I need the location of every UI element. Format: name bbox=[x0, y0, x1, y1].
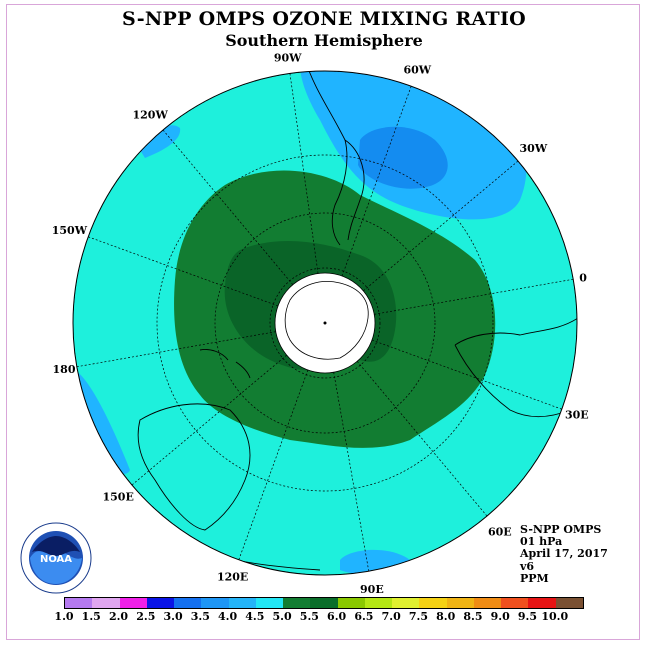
colorbar-segment bbox=[474, 598, 501, 608]
colorbar-tick-label: 10.0 bbox=[541, 610, 568, 623]
colorbar-tick-label: 8.0 bbox=[436, 610, 455, 623]
colorbar-segment bbox=[365, 598, 392, 608]
longitude-label: 120E bbox=[217, 571, 248, 584]
longitude-label: 60E bbox=[488, 525, 512, 538]
colorbar-ticks: 1.0 1.5 2.0 2.5 3.0 3.5 4.0 4.5 5.0 5.5 6.0 6.5 7.0 7… bbox=[0, 610, 648, 624]
colorbar-segment bbox=[501, 598, 528, 608]
colorbar-segment bbox=[120, 598, 147, 608]
colorbar-tick-label: 9.0 bbox=[491, 610, 510, 623]
colorbar-segment bbox=[310, 598, 337, 608]
colorbar-tick-label: 7.5 bbox=[409, 610, 428, 623]
colorbar-segment bbox=[283, 598, 310, 608]
info-units: PPM bbox=[520, 573, 608, 585]
noaa-logo: NOAA bbox=[20, 522, 92, 594]
colorbar-tick-label: 7.0 bbox=[382, 610, 401, 623]
colorbar-segment bbox=[256, 598, 283, 608]
colorbar-segment bbox=[338, 598, 365, 608]
longitude-label: 30E bbox=[565, 409, 589, 422]
longitude-label: 90E bbox=[360, 583, 384, 596]
longitude-label: 90W bbox=[274, 52, 302, 65]
colorbar-segment bbox=[147, 598, 174, 608]
colorbar-tick-label: 3.5 bbox=[191, 610, 210, 623]
colorbar-tick-label: 3.0 bbox=[163, 610, 182, 623]
colorbar-tick-label: 5.5 bbox=[300, 610, 319, 623]
colorbar-tick-label: 8.5 bbox=[463, 610, 482, 623]
colorbar-tick-label: 6.5 bbox=[354, 610, 373, 623]
colorbar-segment bbox=[174, 598, 201, 608]
colorbar-segment bbox=[392, 598, 419, 608]
colorbar bbox=[64, 597, 584, 609]
map-disc bbox=[73, 60, 578, 575]
colorbar-tick-label: 6.0 bbox=[327, 610, 346, 623]
colorbar-segment bbox=[65, 598, 92, 608]
info-block: S-NPP OMPS 01 hPa April 17, 2017 v6 PPM bbox=[520, 524, 608, 585]
colorbar-segment bbox=[556, 598, 583, 608]
colorbar-tick-label: 4.0 bbox=[218, 610, 237, 623]
colorbar-tick-label: 1.5 bbox=[82, 610, 101, 623]
longitude-label: 180 bbox=[53, 363, 76, 376]
longitude-label: 120W bbox=[132, 109, 168, 122]
info-date: April 17, 2017 bbox=[520, 548, 608, 560]
colorbar-segment bbox=[528, 598, 555, 608]
colorbar-tick-label: 2.5 bbox=[136, 610, 155, 623]
longitude-label: 150E bbox=[102, 491, 133, 504]
colorbar-tick-label: 2.0 bbox=[109, 610, 128, 623]
longitude-label: 150W bbox=[52, 224, 88, 237]
south-pole-marker bbox=[324, 322, 327, 325]
longitude-label: 30W bbox=[520, 142, 548, 155]
colorbar-segment bbox=[201, 598, 228, 608]
noaa-logo-text: NOAA bbox=[40, 554, 72, 565]
colorbar-segment bbox=[92, 598, 119, 608]
info-version: v6 bbox=[520, 561, 608, 573]
colorbar-segment bbox=[229, 598, 256, 608]
colorbar-segment bbox=[447, 598, 474, 608]
colorbar-tick-label: 4.5 bbox=[245, 610, 264, 623]
colorbar-segment bbox=[419, 598, 446, 608]
colorbar-tick-label: 1.0 bbox=[54, 610, 73, 623]
colorbar-tick-label: 9.5 bbox=[518, 610, 537, 623]
colorbar-tick-label: 5.0 bbox=[273, 610, 292, 623]
longitude-label: 0 bbox=[579, 272, 587, 285]
longitude-label: 60W bbox=[404, 63, 432, 76]
